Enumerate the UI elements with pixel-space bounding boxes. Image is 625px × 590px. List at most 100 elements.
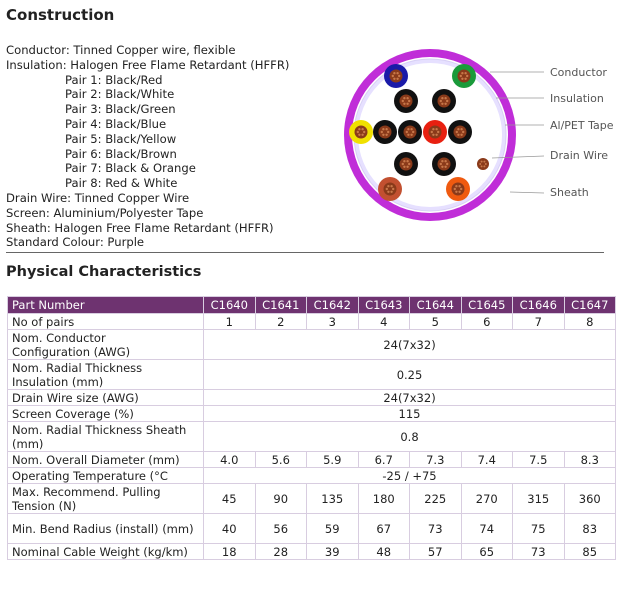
table-cell: 67 xyxy=(357,513,410,544)
black-core-strand xyxy=(441,102,444,105)
pair-3-spec: Pair 3: Black/Green xyxy=(65,102,176,117)
al-pet-tape-label: Al/PET Tape xyxy=(550,119,614,132)
table-cell: 59 xyxy=(306,513,359,544)
table-cell: 7 xyxy=(512,313,565,330)
black-core-strand xyxy=(439,162,442,166)
drain-wire-strand xyxy=(479,163,482,165)
red-core-copper-conductor xyxy=(428,125,442,139)
table-cell-merged: -25 / +75 xyxy=(203,467,616,484)
blue-core-strand xyxy=(393,72,396,75)
black-core-strand xyxy=(444,97,447,100)
screen-spec: Screen: Aluminium/Polyester Tape xyxy=(6,205,204,220)
black-core-strand xyxy=(444,165,447,168)
cable-cross-section-diagram: Conductor Insulation Al/PET Tape Drain W… xyxy=(344,49,614,221)
black-core-strand xyxy=(380,130,383,134)
black-core-strand xyxy=(382,133,385,136)
row-label: Screen Coverage (%) xyxy=(7,405,204,422)
table-cell: 28 xyxy=(254,543,307,560)
table-row: Nom. Conductor Configuration (AWG) 24(7x3… xyxy=(7,329,616,360)
orange-core-strand xyxy=(455,185,458,188)
drain-wire-strand xyxy=(484,163,487,165)
row-label: Nom. Conductor Configuration (AWG) xyxy=(7,329,204,360)
construction-spec: Conductor: Tinned Copper wire, flexible … xyxy=(6,43,289,250)
black-core-strand xyxy=(406,102,409,105)
green-core-strand xyxy=(461,77,464,80)
drain-wire-strand xyxy=(480,165,483,168)
leader-line xyxy=(509,191,545,194)
brown-core-strand xyxy=(390,185,393,188)
blue-core-strand xyxy=(396,77,399,80)
drain-wire-spec: Drain Wire: Tinned Copper Wire xyxy=(6,190,190,205)
black-core-strand xyxy=(441,160,444,163)
header-cell: C1647 xyxy=(563,296,616,314)
table-cell: 7.4 xyxy=(460,451,513,468)
brown-core-strand xyxy=(392,187,395,191)
header-cell: C1645 xyxy=(460,296,513,314)
black-core-strand xyxy=(403,165,406,168)
red-core-strand xyxy=(435,128,438,131)
black-core-strand xyxy=(382,128,385,131)
table-cell: 270 xyxy=(460,483,513,514)
table-row: Nom. Overall Diameter (mm) 4.0 5.6 5.9 6.7 7.… xyxy=(7,451,616,468)
table-row: Nom. Radial Thickness Sheath (mm) 0.8 xyxy=(7,421,616,452)
orange-core-strand xyxy=(458,190,461,193)
header-cell: C1641 xyxy=(254,296,307,314)
black-core-strand xyxy=(387,130,390,134)
row-label: Nom. Radial Thickness Sheath (mm) xyxy=(7,421,204,452)
table-cell: 4 xyxy=(357,313,410,330)
black-core-copper-conductor xyxy=(437,94,451,108)
table-cell: 8.3 xyxy=(563,451,616,468)
drain-wire xyxy=(477,158,489,170)
black-core-strand xyxy=(407,133,410,136)
black-core-strand xyxy=(403,97,406,100)
black-core-strand xyxy=(408,99,411,103)
table-row: Drain Wire size (AWG) 24(7x32) xyxy=(7,389,616,406)
table-cell: 18 xyxy=(203,543,256,560)
pair-6-spec: Pair 6: Black/Brown xyxy=(65,146,177,161)
blue-core-strand xyxy=(393,77,396,80)
table-cell-merged: 0.8 xyxy=(203,421,616,452)
black-core-strand xyxy=(439,99,442,103)
pair-4-spec: Pair 4: Black/Blue xyxy=(65,116,167,131)
table-row: Operating Temperature (°C -25 / +75 xyxy=(7,467,616,484)
table-cell: 7.5 xyxy=(512,451,565,468)
blue-core-strand xyxy=(398,74,401,78)
black-core-copper-conductor xyxy=(437,157,451,171)
table-cell-merged: 0.25 xyxy=(203,359,616,390)
pair-5-spec: Pair 5: Black/Yellow xyxy=(65,131,177,146)
row-label: Nom. Overall Diameter (mm) xyxy=(7,451,204,468)
table-cell: 6.7 xyxy=(357,451,410,468)
table-row: Max. Recommend. Pulling Tension (N) 45 90 1… xyxy=(7,483,616,514)
table-row: Screen Coverage (%) 115 xyxy=(7,405,616,422)
row-label: Min. Bend Radius (install) (mm) xyxy=(7,513,204,544)
black-core-strand xyxy=(441,97,444,100)
table-cell: 8 xyxy=(563,313,616,330)
black-core-strand xyxy=(460,133,463,136)
black-core-strand xyxy=(462,130,465,134)
table-cell: 90 xyxy=(254,483,307,514)
table-cell: 83 xyxy=(563,513,616,544)
orange-core-strand xyxy=(460,187,463,191)
header-cell: C1644 xyxy=(409,296,462,314)
table-cell: 225 xyxy=(409,483,462,514)
table-cell: 5.9 xyxy=(306,451,359,468)
physical-characteristics-table: Part Number C1640 C1641 C1642 C1643 C164… xyxy=(7,296,616,560)
section-divider xyxy=(6,252,604,253)
table-cell: 3 xyxy=(306,313,359,330)
green-core-strand xyxy=(466,74,469,78)
black-core-copper-conductor xyxy=(403,125,417,139)
header-cell: C1642 xyxy=(306,296,359,314)
black-core-strand xyxy=(385,133,388,136)
yellow-core-strand xyxy=(363,130,366,134)
brown-core-strand xyxy=(390,190,393,193)
table-cell: 135 xyxy=(306,483,359,514)
brown-core-strand xyxy=(387,190,390,193)
red-core-strand xyxy=(437,130,440,134)
pair-1-spec: Pair 1: Black/Red xyxy=(65,72,163,87)
row-label: Nominal Cable Weight (kg/km) xyxy=(7,543,204,560)
table-cell: 57 xyxy=(409,543,462,560)
blue-core-strand xyxy=(396,72,399,75)
yellow-core-strand xyxy=(358,128,361,131)
black-core-strand xyxy=(460,128,463,131)
yellow-core-strand xyxy=(361,128,364,131)
